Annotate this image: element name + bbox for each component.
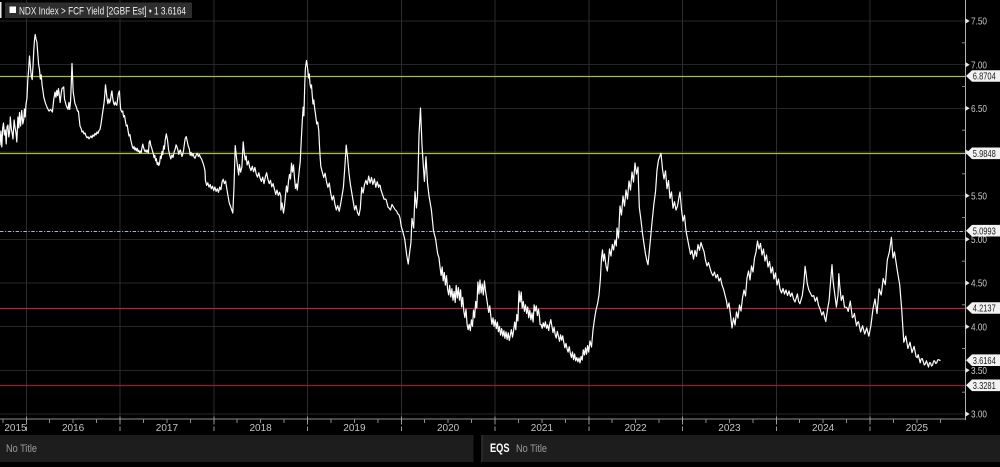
svg-text:5.0993: 5.0993 (973, 225, 996, 237)
svg-text:3.6164: 3.6164 (973, 355, 996, 367)
svg-text:6.50: 6.50 (971, 103, 987, 115)
svg-text:2018: 2018 (249, 423, 272, 434)
svg-text:5.9848: 5.9848 (973, 148, 996, 160)
svg-text:7.50: 7.50 (971, 16, 987, 28)
svg-text:2019: 2019 (343, 423, 366, 434)
svg-text:3.3281: 3.3281 (973, 380, 996, 392)
svg-text:2024: 2024 (812, 423, 835, 434)
svg-text:2020: 2020 (437, 423, 460, 434)
svg-text:NDX Index > FCF Yield [2GBF Es: NDX Index > FCF Yield [2GBF Est] • 1 3.6… (19, 6, 186, 18)
svg-text:2025: 2025 (906, 423, 929, 434)
svg-text:2017: 2017 (156, 423, 179, 434)
svg-text:2015: 2015 (4, 423, 27, 434)
svg-text:7.00: 7.00 (971, 59, 987, 71)
svg-text:4.50: 4.50 (971, 278, 987, 290)
svg-text:4.00: 4.00 (971, 321, 987, 333)
svg-text:No Title: No Title (6, 443, 37, 455)
svg-text:2021: 2021 (531, 423, 554, 434)
svg-text:3.00: 3.00 (971, 409, 987, 421)
svg-text:5.50: 5.50 (971, 190, 987, 202)
svg-text:6.8704: 6.8704 (973, 71, 996, 83)
svg-text:4.2137: 4.2137 (973, 303, 996, 315)
svg-text:No Title: No Title (516, 443, 547, 455)
svg-text:2023: 2023 (718, 423, 741, 434)
svg-text:2016: 2016 (62, 423, 85, 434)
svg-text:3.50: 3.50 (971, 365, 987, 377)
svg-text:5.00: 5.00 (971, 234, 987, 246)
svg-text:EQS: EQS (490, 443, 510, 455)
svg-text:2022: 2022 (624, 423, 647, 434)
